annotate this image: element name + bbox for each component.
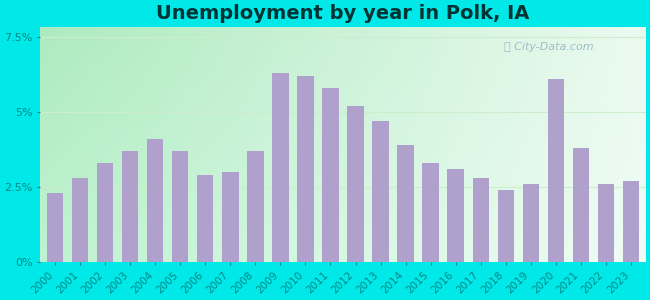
Bar xyxy=(197,175,213,262)
Bar xyxy=(422,163,439,262)
Bar xyxy=(497,190,514,262)
Bar xyxy=(473,178,489,262)
Bar xyxy=(47,193,63,262)
Bar xyxy=(623,181,639,262)
Bar xyxy=(397,145,413,262)
Bar xyxy=(347,106,363,262)
Bar xyxy=(372,121,389,262)
Text: ⓘ City-Data.com: ⓘ City-Data.com xyxy=(504,42,593,52)
Bar xyxy=(272,73,289,262)
Bar xyxy=(72,178,88,262)
Bar xyxy=(597,184,614,262)
Bar xyxy=(122,151,138,262)
Title: Unemployment by year in Polk, IA: Unemployment by year in Polk, IA xyxy=(156,4,530,23)
Bar xyxy=(523,184,539,262)
Bar xyxy=(447,169,463,262)
Bar xyxy=(147,139,163,262)
Bar xyxy=(247,151,263,262)
Bar xyxy=(322,88,339,262)
Bar xyxy=(573,148,589,262)
Bar xyxy=(297,76,313,262)
Bar xyxy=(547,79,564,262)
Bar xyxy=(172,151,188,262)
Bar xyxy=(222,172,239,262)
Bar xyxy=(97,163,113,262)
